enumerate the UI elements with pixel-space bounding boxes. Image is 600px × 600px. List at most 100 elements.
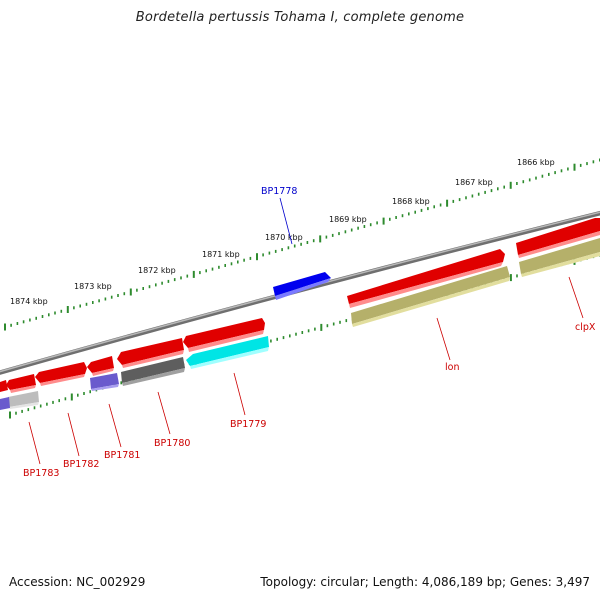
outer-ruler-tick <box>344 230 347 234</box>
outer-ruler-tick <box>382 217 385 225</box>
leader-clpX <box>568 276 584 319</box>
inner-ruler-tick <box>320 323 323 331</box>
feature-BP1779[interactable] <box>186 336 269 369</box>
outer-ruler-tick <box>528 178 531 182</box>
inner-ruler-tick <box>326 324 329 328</box>
outer-ruler-tick <box>161 281 163 285</box>
feature-lon-upper[interactable] <box>347 249 505 308</box>
inner-ruler-tick <box>83 392 85 395</box>
outer-ruler-tick <box>85 302 88 306</box>
outer-ruler-tick <box>22 320 25 324</box>
feature-red-4[interactable] <box>183 318 265 352</box>
feature-red-0[interactable] <box>6 374 36 393</box>
outer-ruler-tick <box>92 301 94 304</box>
inner-ruler-tick <box>46 402 48 406</box>
leader-BP1783 <box>28 421 41 465</box>
outer-ruler-tick <box>10 323 12 327</box>
feature-red-1[interactable] <box>35 362 87 386</box>
outer-ruler-tick <box>155 283 157 287</box>
outer-ruler-tick <box>395 216 397 219</box>
gene-label-lon[interactable]: lon <box>445 362 459 373</box>
outer-ruler-tick <box>516 182 518 185</box>
outer-ruler-tick <box>490 189 493 193</box>
feature-BP1783[interactable] <box>0 397 10 410</box>
outer-ruler-tick <box>79 304 81 308</box>
feature-clpX-upper[interactable] <box>516 218 600 258</box>
outer-ruler-tick <box>458 198 461 202</box>
gene-label-BP1779[interactable]: BP1779 <box>230 419 266 430</box>
feature-BP1778[interactable] <box>273 272 331 300</box>
outer-ruler-tick <box>484 190 486 194</box>
feature-red-edge[interactable] <box>0 380 8 392</box>
outer-ruler-tick <box>142 287 144 290</box>
genome-summary-text: Topology: circular; Length: 4,086,189 bp… <box>260 575 590 589</box>
inner-ruler-tick <box>33 406 36 410</box>
outer-ruler-tick <box>477 192 480 196</box>
outer-ruler-tick <box>274 249 277 253</box>
inner-ruler-tick <box>301 331 304 334</box>
outer-ruler-tick <box>548 172 550 176</box>
feature-BP1780[interactable] <box>121 357 185 386</box>
kbp-label-1867: 1867 kbp <box>455 178 493 187</box>
outer-ruler-tick <box>287 246 290 250</box>
feature-lon[interactable] <box>351 266 510 327</box>
outer-ruler-tick <box>123 292 126 296</box>
outer-ruler-tick <box>389 217 391 221</box>
outer-ruler-tick <box>414 210 416 214</box>
accession-text: Accession: NC_002929 <box>9 575 146 589</box>
outer-ruler-tick <box>350 228 353 232</box>
feature-clpX[interactable] <box>519 238 600 277</box>
inner-ruler-tick <box>295 332 297 336</box>
outer-ruler-tick <box>268 251 271 255</box>
map-title: Bordetella pertussis Tohama I, complete … <box>135 10 465 25</box>
outer-ruler-tick <box>446 199 449 207</box>
outer-ruler-tick <box>104 297 107 301</box>
outer-ruler-tick <box>325 235 328 239</box>
outer-ruler-tick <box>554 171 556 175</box>
outer-ruler-tick <box>586 162 588 166</box>
feature-BP1782[interactable] <box>8 391 39 409</box>
outer-ruler-tick <box>256 253 258 261</box>
inner-ruler-tick <box>289 334 291 338</box>
outer-ruler-tick <box>262 253 264 257</box>
outer-ruler-tick <box>54 311 56 315</box>
outer-ruler-tick <box>60 309 63 313</box>
outer-ruler-tick <box>357 226 359 230</box>
outer-ruler-tick <box>567 167 569 171</box>
outer-ruler-tick <box>16 322 19 325</box>
inner-ruler-tick <box>64 397 67 401</box>
inner-ruler-tick <box>120 381 122 385</box>
outer-ruler-tick <box>503 185 505 189</box>
gene-label-BP1782[interactable]: BP1782 <box>63 459 99 470</box>
outer-ruler-tick <box>281 248 283 252</box>
outer-ruler-tick <box>110 295 113 299</box>
outer-ruler-tick <box>230 262 233 266</box>
gene-row-top <box>0 218 600 393</box>
gene-label-BP1780[interactable]: BP1780 <box>154 438 190 449</box>
kbp-label-1872: 1872 kbp <box>138 266 176 275</box>
outer-ruler-tick <box>369 223 372 227</box>
leader-BP1780 <box>157 391 171 435</box>
inner-ruler-tick <box>39 404 42 408</box>
inner-ruler-tick <box>58 399 60 403</box>
gene-label-BP1781[interactable]: BP1781 <box>104 450 140 461</box>
feature-red-2[interactable] <box>87 356 114 376</box>
outer-ruler-tick <box>148 285 151 289</box>
outer-ruler-tick <box>249 256 252 260</box>
outer-ruler-tick <box>205 269 207 273</box>
outer-ruler-tick <box>117 294 119 297</box>
outer-ruler-tick <box>363 225 366 228</box>
feature-red-3[interactable] <box>117 338 184 368</box>
outer-ruler-tick <box>129 288 132 296</box>
feature-BP1781[interactable] <box>90 373 119 391</box>
leader-BP1782 <box>67 412 80 457</box>
gene-label-BP1783[interactable]: BP1783 <box>23 468 59 479</box>
outer-ruler-tick <box>535 176 537 180</box>
outer-ruler-tick <box>293 244 296 248</box>
gene-label-clpX[interactable]: clpX <box>575 322 596 333</box>
outer-ruler-tick <box>592 160 595 164</box>
outer-ruler-tick <box>439 203 442 207</box>
outer-ruler-tick <box>312 239 315 243</box>
gene-label-BP1778[interactable]: BP1778 <box>261 186 297 197</box>
outer-ruler-tick <box>338 232 340 236</box>
